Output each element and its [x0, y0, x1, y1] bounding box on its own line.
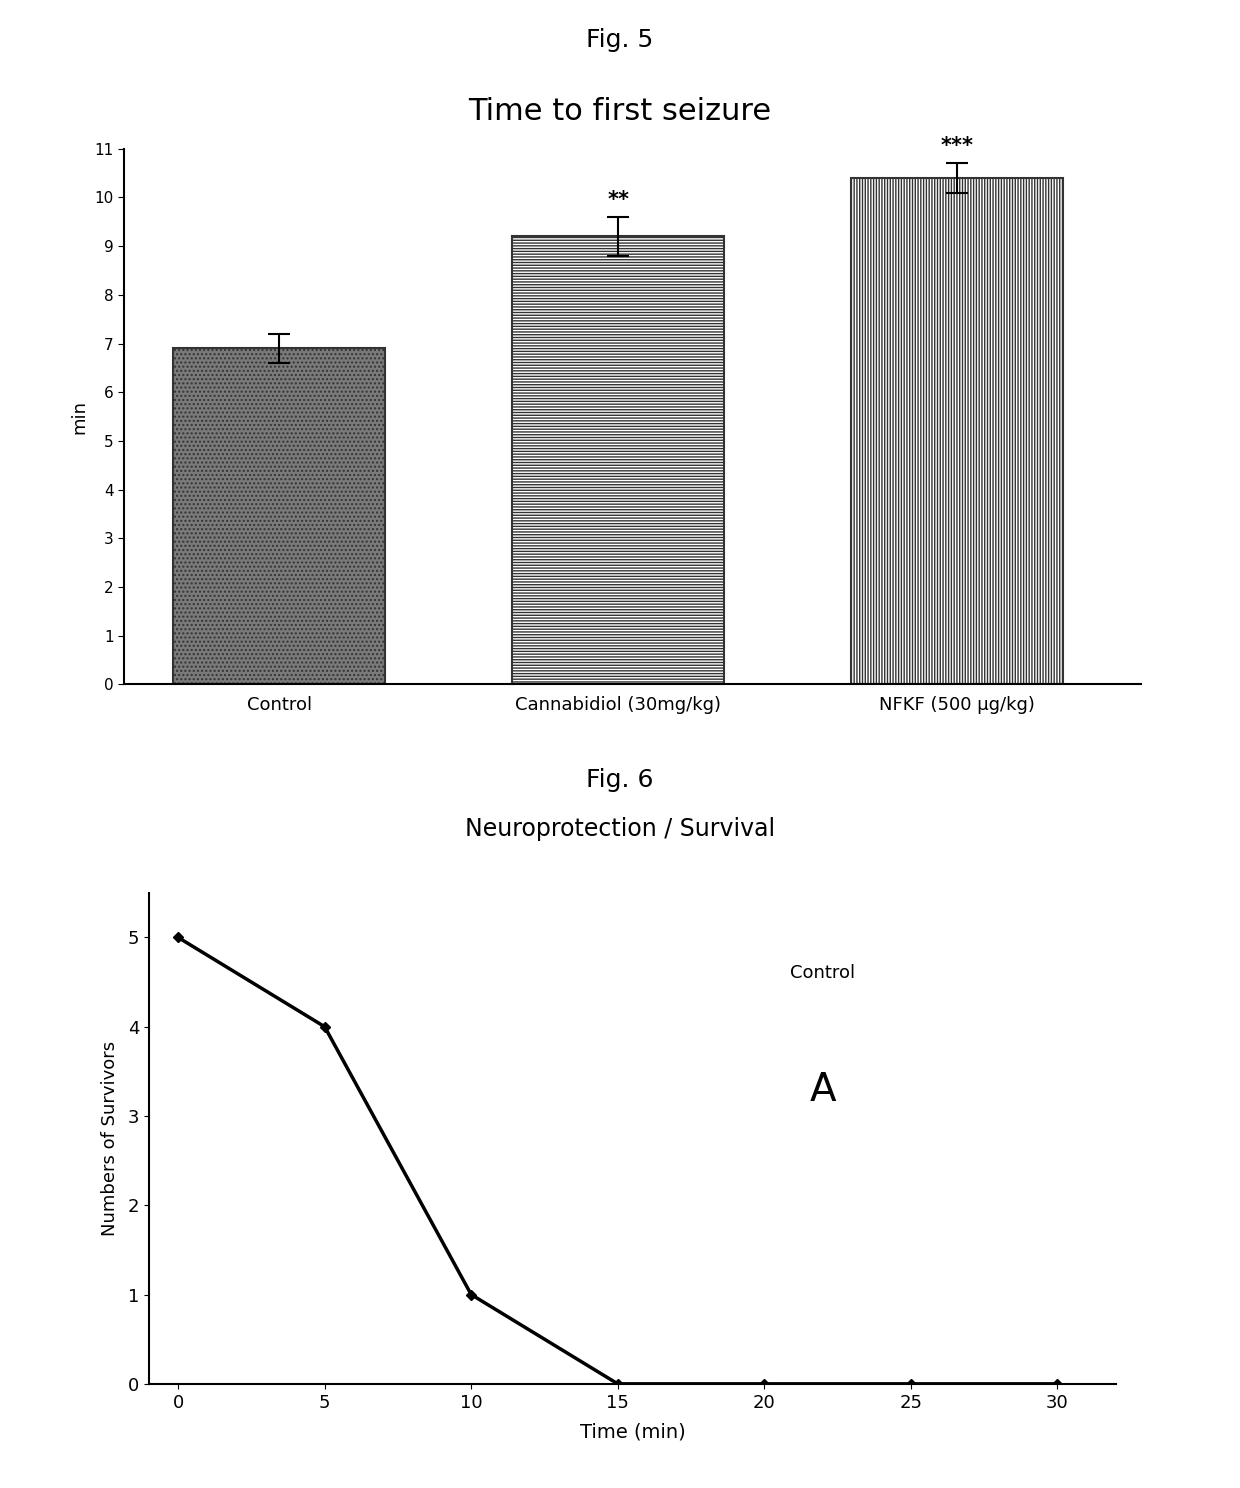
Y-axis label: min: min [71, 400, 89, 433]
Text: A: A [810, 1071, 836, 1110]
Text: ***: *** [941, 135, 973, 156]
Bar [852, 179, 1063, 684]
Bar [512, 237, 724, 684]
Text: Fig. 6: Fig. 6 [587, 768, 653, 792]
Y-axis label: Numbers of Survivors: Numbers of Survivors [102, 1040, 119, 1237]
Text: Control: Control [790, 964, 856, 982]
Text: Time to first seizure: Time to first seizure [469, 98, 771, 126]
Text: Neuroprotection / Survival: Neuroprotection / Survival [465, 817, 775, 841]
Text: **: ** [608, 189, 629, 210]
Text: Fig. 5: Fig. 5 [587, 28, 653, 52]
Bar [174, 348, 386, 684]
X-axis label: Time (min): Time (min) [579, 1423, 686, 1442]
